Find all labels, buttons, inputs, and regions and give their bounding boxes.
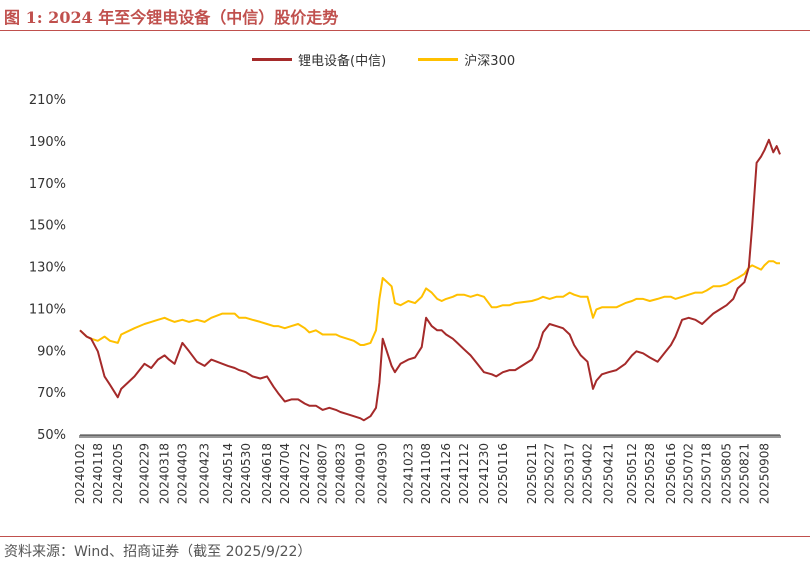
line-chart: 50% 70% 90% 110% 130% 150% 170% 190% 210% 2024010…	[29, 93, 781, 504]
legend-swatch-lithium	[252, 58, 292, 61]
y-tick-label: 150%	[29, 219, 66, 234]
x-tick-label: 20240229	[138, 443, 152, 504]
x-tick-label: 20240403	[175, 443, 189, 504]
source-note: 资料来源：Wind、招商证券（截至 2025/9/22）	[4, 544, 312, 560]
x-tick-label: 20240530	[239, 443, 253, 504]
legend-swatch-hs300	[418, 58, 459, 61]
chart-title: 图 1: 2024 年至今锂电设备（中信）股价走势	[4, 8, 339, 27]
y-tick-label: 130%	[29, 261, 66, 276]
x-tick-label: 20240118	[91, 443, 105, 504]
x-tick-label: 20241108	[419, 443, 433, 504]
x-tick-label: 20240514	[221, 443, 235, 504]
legend: 锂电设备(中信) 沪深300	[252, 50, 543, 69]
y-tick-label: 50%	[37, 428, 66, 443]
x-tick-label: 20250421	[602, 443, 616, 504]
x-tick-label: 20241126	[439, 443, 453, 504]
x-tick-label: 20241230	[477, 443, 491, 504]
legend-item-lithium: 锂电设备(中信)	[252, 50, 386, 69]
x-tick-label: 20250908	[757, 443, 771, 504]
y-tick-label: 190%	[29, 135, 66, 150]
x-tick-label: 20250512	[625, 443, 639, 504]
x-tick-label: 20240722	[298, 443, 312, 504]
y-tick-label: 170%	[29, 177, 66, 192]
series-line-lithium	[79, 138, 781, 422]
x-tick-label: 20240423	[198, 443, 212, 504]
x-tick-label: 20240807	[316, 443, 330, 504]
legend-label-hs300: 沪深300	[464, 54, 516, 69]
title-rule	[0, 30, 810, 31]
x-tick-label: 20240930	[376, 443, 390, 504]
x-tick-label: 20250528	[643, 443, 657, 504]
x-tick-label: 20250227	[543, 443, 557, 504]
x-tick-label: 20240910	[353, 443, 367, 504]
x-tick-label: 20250211	[525, 443, 539, 504]
x-tick-label: 20250116	[496, 443, 510, 504]
x-tick-label: 20250317	[563, 443, 577, 504]
x-tick-label: 20250821	[737, 443, 751, 504]
x-tick-label: 20250718	[700, 443, 714, 504]
x-tick-label: 20250616	[664, 443, 678, 504]
y-tick-label: 110%	[29, 302, 66, 317]
x-tick-label: 20240205	[111, 443, 125, 504]
y-tick-label: 90%	[37, 344, 66, 359]
legend-label-lithium: 锂电设备(中信)	[298, 54, 387, 69]
x-tick-label: 20241023	[401, 443, 415, 504]
y-tick-label: 70%	[37, 386, 66, 401]
x-tick-label: 20240823	[333, 443, 347, 504]
series-line-hs300	[79, 260, 780, 346]
x-tick-label: 20250402	[580, 443, 594, 504]
x-tick-label: 20240102	[73, 443, 87, 504]
x-tick-label: 20241212	[457, 443, 471, 504]
x-tick-label: 20250702	[682, 443, 696, 504]
source-rule	[0, 536, 810, 537]
x-tick-label: 20240618	[260, 443, 274, 504]
legend-item-hs300: 沪深300	[418, 50, 515, 69]
x-tick-label: 20240318	[158, 443, 172, 504]
x-tick-label: 20240704	[278, 443, 292, 504]
y-tick-label: 210%	[29, 93, 66, 108]
x-tick-label: 20250805	[720, 443, 734, 504]
x-axis-tick-marks	[79, 435, 781, 438]
